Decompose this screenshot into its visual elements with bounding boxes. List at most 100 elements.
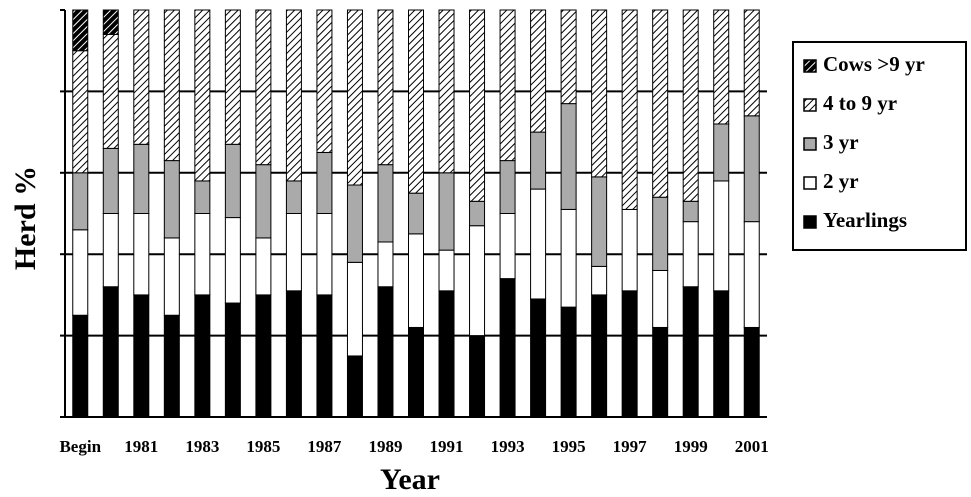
legend-label: Cows >9 yr [823, 52, 925, 76]
bar-segment [133, 294, 150, 418]
bar-segment [285, 290, 302, 418]
bar-segment [163, 160, 180, 239]
x-tick-label: 1993 [491, 437, 525, 456]
legend-label: Yearlings [823, 208, 907, 232]
x-tick-label: Begin [59, 437, 101, 456]
bar-segment [316, 294, 333, 418]
bar-segment [255, 9, 272, 166]
bar-segment [743, 326, 760, 418]
legend-swatch [803, 59, 817, 73]
bar-segment [285, 9, 302, 182]
bar-segment [163, 314, 180, 418]
x-axis-title: Year [380, 463, 440, 496]
bar-segment [72, 314, 89, 418]
bar-segment [102, 9, 119, 35]
bar-segment [438, 290, 455, 418]
bar-segment [285, 180, 302, 215]
bar-segment [591, 294, 608, 418]
bar-segment [530, 298, 547, 418]
bar-segment [591, 265, 608, 296]
legend-label: 3 yr [823, 130, 859, 154]
bar-segment [408, 192, 424, 235]
bar-segment [469, 200, 486, 227]
bar-segment [377, 9, 394, 166]
bar-segment [621, 290, 638, 418]
bar-segment [682, 221, 699, 288]
bar-segment [682, 9, 699, 202]
bar-segment [499, 213, 516, 280]
legend-label: 4 to 9 yr [823, 91, 897, 115]
bar-segment [408, 233, 424, 328]
bar-segment [591, 9, 608, 178]
bar-segment [469, 225, 486, 337]
bar-segment [346, 261, 363, 357]
bar-segment [438, 9, 455, 174]
bar-segment [743, 221, 760, 328]
bar-segment [408, 9, 424, 194]
bar-segment [72, 172, 89, 231]
bar-segment [469, 9, 486, 202]
bar-segment [316, 9, 333, 153]
bar-segment [102, 33, 119, 149]
bar-segment [163, 237, 180, 316]
bar-segment [102, 147, 119, 215]
legend-label: 2 yr [823, 169, 859, 193]
bar-segment [560, 9, 577, 105]
bar-segment [377, 164, 394, 243]
bar-segment [133, 143, 150, 214]
bar-segment [499, 160, 516, 214]
bar-segment [560, 306, 577, 418]
bar-segment [224, 9, 241, 145]
bar-segment [682, 200, 699, 223]
x-tick-label: 1991 [430, 437, 464, 456]
x-tick-label: 1981 [124, 437, 158, 456]
legend-swatch [803, 215, 817, 229]
bar-segment [560, 208, 577, 308]
bar-segment [743, 115, 760, 223]
x-tick-label: 1999 [674, 437, 708, 456]
bar-segment [499, 9, 516, 162]
bar-segment [316, 151, 333, 214]
bar-segment [102, 213, 119, 288]
bar-segment [194, 213, 211, 296]
x-tick-label: 1985 [246, 437, 280, 456]
bar-segment [499, 278, 516, 418]
bar-segment [560, 103, 577, 210]
bar-segment [346, 184, 363, 263]
bar-segment [408, 326, 424, 418]
bar-segment [713, 9, 730, 125]
bar-segment [713, 180, 730, 292]
bar-segment [72, 9, 89, 52]
bar-segment [713, 123, 730, 182]
bar-segment [438, 172, 455, 251]
bar-segment [377, 286, 394, 418]
x-tick-label: 1983 [185, 437, 219, 456]
bar-segment [377, 241, 394, 288]
bar-segment [72, 229, 89, 316]
legend-swatch [803, 176, 817, 190]
bar-segment [530, 131, 547, 190]
bar-segment [713, 290, 730, 418]
bar-segment [652, 196, 669, 271]
legend-box [792, 41, 967, 251]
bar-segment [743, 9, 760, 117]
x-tick-label: 1987 [307, 437, 342, 456]
bar-segment [255, 237, 272, 296]
x-tick-label: 2001 [735, 437, 769, 456]
bar-segment [285, 213, 302, 292]
y-axis-title: Herd % [9, 166, 42, 270]
bar-segment [194, 9, 211, 182]
bar-segment [346, 9, 363, 186]
legend-swatch [803, 137, 817, 151]
bar-segment [591, 176, 608, 267]
bar-segment [194, 180, 211, 215]
bar-segment [163, 9, 180, 162]
bar-segment [255, 294, 272, 418]
bar-segment [652, 269, 669, 328]
bar-segment [469, 335, 486, 418]
bar-segment [194, 294, 211, 418]
bar-segment [530, 9, 547, 133]
bar-segment [316, 213, 333, 296]
x-tick-label: 1995 [552, 437, 586, 456]
